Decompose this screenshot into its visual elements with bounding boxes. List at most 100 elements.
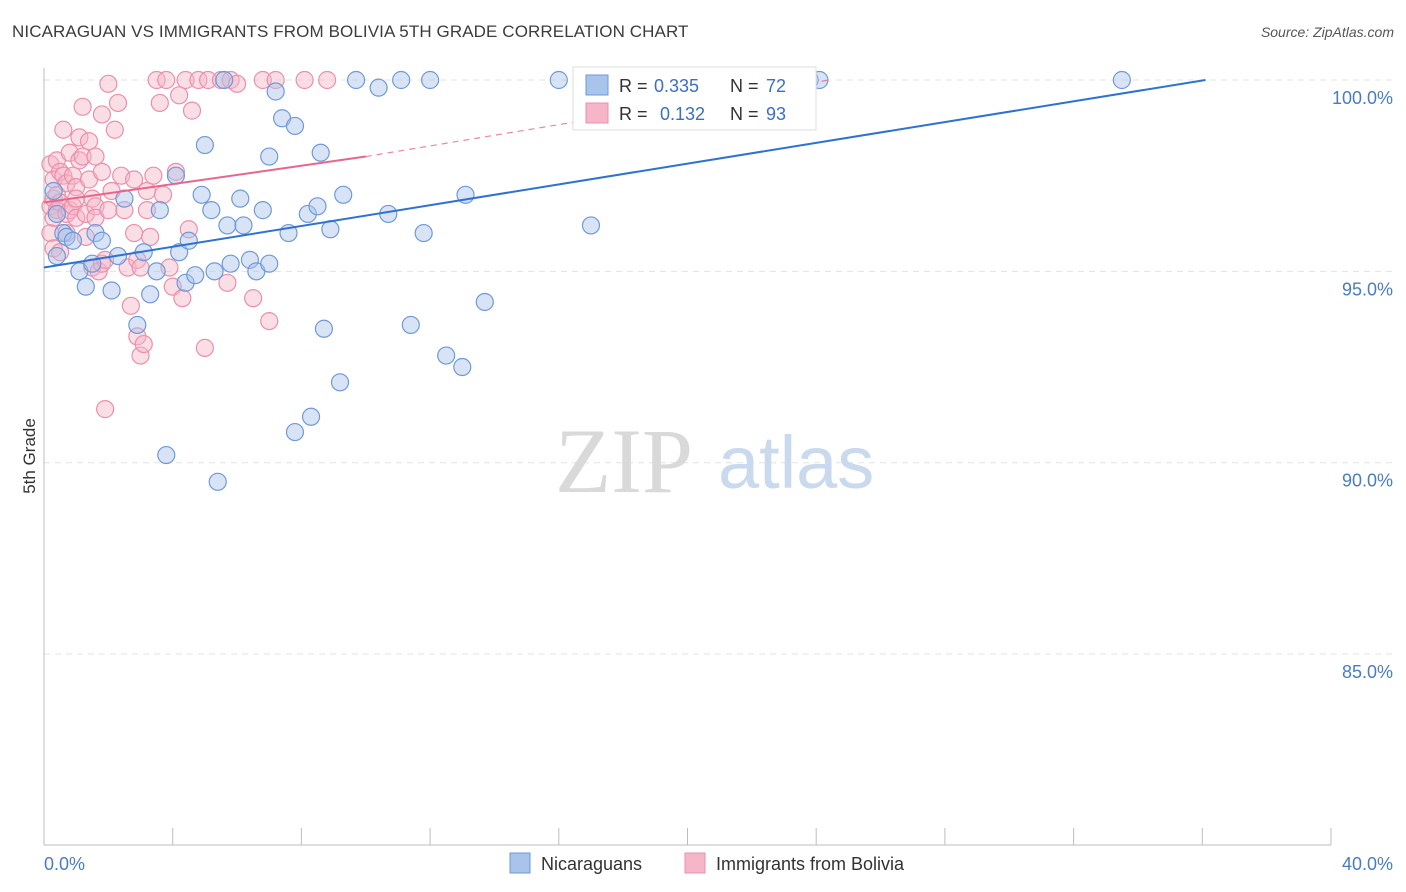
y-tick-labels: 100.0% 95.0% 90.0% 85.0% — [1332, 88, 1393, 682]
bolivia-point — [176, 70, 195, 90]
nicaraguan-point — [260, 147, 279, 166]
nicaraguan-point — [92, 231, 112, 250]
nicaraguan-point — [157, 445, 176, 465]
nicaraguan-point — [414, 223, 433, 243]
bottom-legend-label-nicaraguans: Nicaraguans — [541, 854, 642, 874]
nicaraguan-point — [47, 246, 66, 266]
y-axis-label: 5th Grade — [20, 418, 39, 494]
y-tick-label: 85.0% — [1342, 662, 1393, 682]
top-legend: R = 0.335 N = 72 R = 0.132 N = 93 — [572, 66, 817, 131]
watermark-zip: ZIP — [555, 410, 693, 512]
nicaraguan-point — [475, 292, 494, 312]
legend-r-value-2: 0.132 — [660, 104, 705, 124]
bolivia-point — [147, 70, 166, 90]
nicaraguan-point — [321, 220, 340, 239]
bolivia-point — [218, 273, 237, 292]
legend-swatch-blue — [585, 74, 609, 96]
nicaraguan-point — [47, 204, 66, 224]
watermark: ZIP atlas — [555, 410, 874, 512]
nicaraguan-point — [334, 185, 353, 204]
watermark-atlas: atlas — [718, 421, 874, 504]
bolivia-point — [144, 166, 163, 185]
nicaraguan-point — [421, 70, 440, 90]
bolivia-point — [137, 201, 157, 220]
nicaraguan-point — [401, 315, 420, 335]
bolivia-point — [253, 70, 272, 90]
nicaraguan-point — [221, 254, 240, 273]
nicaraguan-point — [102, 281, 121, 300]
grid-lines — [44, 79, 1393, 655]
bolivia-point — [131, 346, 150, 365]
nicaraguan-point — [192, 185, 211, 204]
bolivia-point — [67, 208, 86, 227]
nicaraguan-point — [266, 82, 285, 101]
nicaraguan-point — [330, 373, 350, 392]
nicaraguan-point — [186, 266, 205, 285]
nicaraguan-point — [285, 422, 305, 442]
nicaraguan-point — [379, 204, 398, 224]
bolivia-point — [121, 296, 140, 315]
bolivia-point — [244, 289, 263, 308]
trend-line-bolivia — [43, 155, 366, 204]
bottom-legend: Nicaraguans Immigrants from Bolivia — [509, 852, 905, 874]
bolivia-point — [124, 170, 144, 189]
bolivia-point — [73, 147, 92, 166]
nicaraguan-point — [150, 201, 169, 220]
bolivia-point — [99, 201, 118, 220]
legend-n-value-2: 93 — [766, 104, 786, 124]
nicaraguan-point — [215, 70, 234, 90]
bolivia-point — [92, 162, 112, 181]
legend-n-label-2: N = — [730, 104, 759, 124]
nicaraguan-point — [1112, 70, 1131, 90]
nicaraguan-point — [218, 216, 237, 235]
legend-r-label-2: R = — [619, 104, 648, 124]
bolivia-point — [96, 400, 115, 419]
bolivia-point — [86, 147, 105, 166]
nicaraguan-point — [437, 346, 456, 365]
x-tick-label-max: 40.0% — [1342, 854, 1393, 874]
nicaraguan-point — [392, 70, 411, 90]
legend-n-label-1: N = — [730, 76, 759, 96]
nicaraguan-point — [311, 143, 330, 162]
nicaraguan-point — [205, 262, 224, 281]
bolivia-point — [99, 74, 118, 93]
bolivia-point — [182, 101, 202, 120]
nicaraguan-point — [195, 135, 214, 155]
bolivia-point — [79, 132, 99, 151]
nicaraguan-point — [301, 407, 321, 426]
bolivia-point — [137, 181, 157, 201]
nicaraguan-point — [285, 116, 305, 136]
nicaraguan-point — [314, 319, 334, 338]
bolivia-point — [73, 97, 92, 116]
bolivia-point — [260, 312, 279, 331]
y-tick-label: 95.0% — [1342, 279, 1393, 299]
bottom-legend-label-bolivia: Immigrants from Bolivia — [716, 854, 905, 874]
nicaraguan-point — [176, 273, 195, 292]
bolivia-point — [198, 70, 218, 90]
nicaraguan-point — [76, 277, 95, 296]
nicaraguan-point — [202, 201, 221, 220]
source-label: Source: ZipAtlas.com — [1260, 24, 1394, 40]
bolivia-point — [153, 185, 173, 204]
bolivia-point — [70, 128, 89, 147]
nicaraguan-point — [83, 254, 102, 273]
bolivia-point — [170, 86, 189, 105]
bolivia-point — [92, 105, 112, 124]
nicaraguan-point — [346, 70, 366, 90]
bolivia-point — [134, 334, 153, 354]
nicaraguan-point — [231, 189, 250, 208]
trend-line-nicaraguans — [43, 79, 1206, 269]
nicaraguan-point — [63, 231, 83, 250]
bolivia-point — [108, 93, 128, 113]
nicaraguan-point — [166, 166, 186, 185]
nicaraguan-point — [298, 204, 317, 224]
legend-r-label-1: R = — [619, 76, 648, 96]
legend-r-value-1: 0.335 — [654, 76, 699, 96]
nicaraguan-point — [240, 250, 260, 269]
bolivia-point — [173, 289, 192, 308]
nicaraguan-point — [369, 78, 388, 97]
nicaraguan-point — [253, 201, 272, 220]
bolivia-point — [124, 223, 144, 243]
bolivia-point — [150, 93, 169, 113]
nicaraguan-point — [260, 254, 279, 273]
